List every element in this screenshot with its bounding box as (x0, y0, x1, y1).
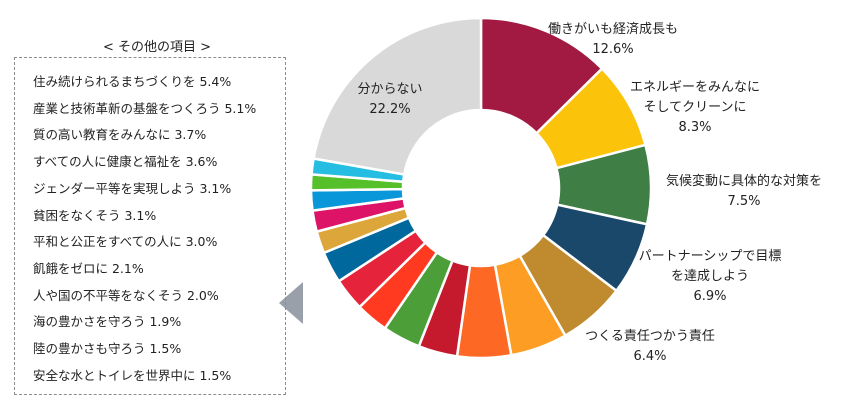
slice-label-climate: 気候変動に具体的な対策を 7.5% (665, 174, 822, 209)
other-item: 海の豊かさを守ろう 1.9% (33, 314, 182, 330)
other-item: 産業と技術革新の基盤をつくろう 5.1% (33, 100, 257, 116)
other-item: 住み続けられるまちづくりを 5.4% (33, 74, 232, 89)
other-item: ジェンダー平等を実現しよう 3.1% (33, 180, 232, 196)
slice-label-responsible-consumption: つくる責任つかう責任 6.4% (585, 329, 715, 364)
other-item: 質の高い教育をみんなに 3.7% (33, 127, 207, 143)
callout-pointer (279, 282, 303, 324)
slice-label-energy: エネルギーをみんなに そしてクリーンに 8.3% (629, 80, 760, 135)
other-item: 飢餓をゼロに 2.1% (33, 260, 144, 276)
slice-label-decent-work: 働きがいも経済成長も 12.6% (547, 22, 678, 57)
other-item: 安全な水とトイレを世界中に 1.5% (33, 367, 232, 383)
slice-label-partnership: パートナーシップで目標 を達成しよう 6.9% (638, 249, 782, 304)
other-item: 陸の豊かさも守ろう 1.5% (33, 341, 182, 357)
other-items-title: < その他の項目 > (102, 40, 212, 55)
slice-label-unknown: 分からない 22.2% (357, 82, 423, 117)
other-item: 人や国の不平等をなくそう 2.0% (33, 287, 219, 303)
other-items-box: 住み続けられるまちづくりを 5.4% 産業と技術革新の基盤をつくろう 5.1% … (14, 57, 286, 395)
other-item: すべての人に健康と福祉を 3.6% (33, 154, 218, 170)
other-item: 貧困をなくそう 3.1% (33, 207, 157, 223)
donut-slices (309, 16, 653, 360)
other-item: 平和と公正をすべての人に 3.0% (33, 234, 218, 250)
donut-slice-17 (312, 16, 483, 176)
